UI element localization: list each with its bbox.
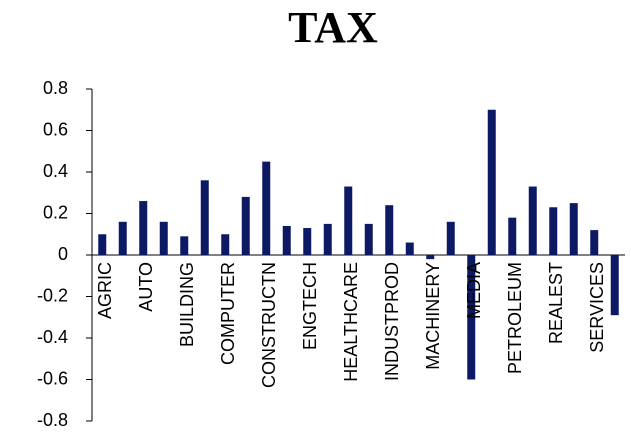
y-tick-label: -0.4 bbox=[37, 327, 68, 347]
chart-title: TAX bbox=[288, 3, 378, 52]
y-tick-label: -0.8 bbox=[37, 410, 68, 430]
bar bbox=[118, 221, 127, 255]
x-tick-label: AGRIC bbox=[95, 262, 115, 319]
x-tick-label: MEDIA bbox=[464, 262, 484, 319]
bar bbox=[262, 161, 271, 255]
bar bbox=[426, 255, 435, 260]
x-tick-label: ENGTECH bbox=[300, 262, 320, 350]
bar bbox=[569, 203, 578, 255]
x-tick-label: SERVICES bbox=[587, 262, 607, 353]
bar bbox=[221, 234, 230, 255]
y-tick-label: 0 bbox=[58, 244, 68, 264]
bar bbox=[610, 255, 619, 316]
y-tick-label: 0.2 bbox=[43, 202, 68, 222]
bar bbox=[508, 217, 517, 255]
x-tick-label: BUILDING bbox=[177, 262, 197, 347]
y-tick-label: 0.6 bbox=[43, 119, 68, 139]
bar bbox=[446, 221, 455, 255]
bar bbox=[487, 109, 496, 255]
y-tick-label: 0.8 bbox=[43, 78, 68, 98]
x-tick-label: CONSTRUCTN bbox=[259, 262, 279, 388]
bar bbox=[405, 242, 414, 255]
x-tick-label: INDUSTPROD bbox=[382, 262, 402, 381]
bar bbox=[303, 228, 312, 255]
bar bbox=[180, 236, 189, 255]
bar bbox=[200, 180, 209, 255]
bar bbox=[282, 225, 291, 255]
bar bbox=[385, 205, 394, 255]
bar bbox=[98, 234, 107, 255]
bar bbox=[467, 255, 476, 380]
x-tick-label: AUTO bbox=[136, 262, 156, 312]
x-tick-label: REALEST bbox=[546, 262, 566, 344]
y-tick-label: -0.2 bbox=[37, 285, 68, 305]
y-tick-label: -0.6 bbox=[37, 368, 68, 388]
bar bbox=[528, 186, 537, 255]
bar bbox=[549, 207, 558, 255]
bar bbox=[241, 196, 250, 255]
bar bbox=[323, 223, 332, 255]
bar bbox=[590, 230, 599, 255]
x-tick-label: PETROLEUM bbox=[505, 262, 525, 374]
bar bbox=[344, 186, 353, 255]
x-tick-label: MACHINERY bbox=[423, 262, 443, 370]
bar bbox=[159, 221, 168, 255]
y-tick-label: 0.4 bbox=[43, 161, 68, 181]
bar bbox=[364, 223, 373, 255]
bar bbox=[139, 201, 148, 255]
x-tick-label: COMPUTER bbox=[218, 262, 238, 365]
x-tick-label: HEALTHCARE bbox=[341, 262, 361, 382]
